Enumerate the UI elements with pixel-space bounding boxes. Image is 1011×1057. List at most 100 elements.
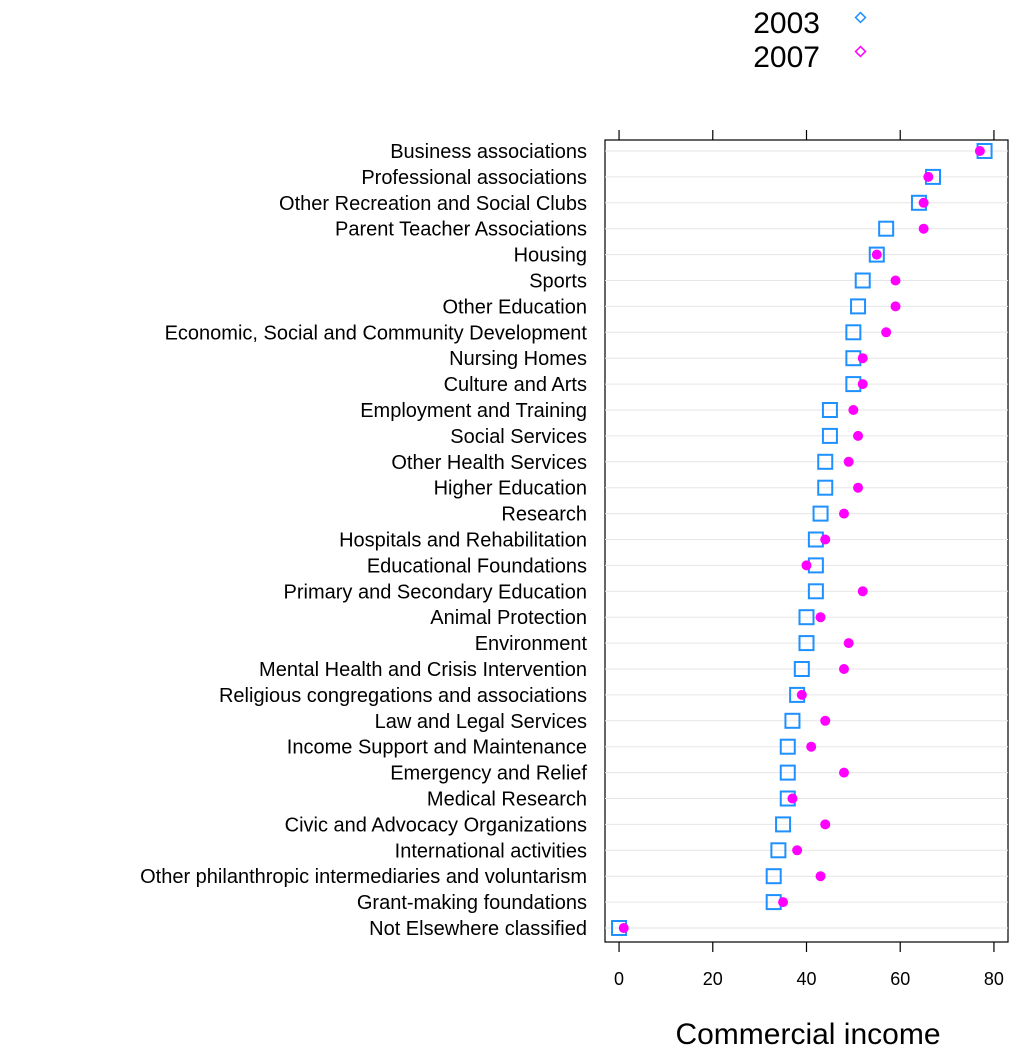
point-2007 <box>820 715 831 726</box>
point-2003 <box>779 764 796 781</box>
point-2007 <box>801 560 812 571</box>
bottom-axis-ticks <box>618 942 995 952</box>
category-label: Income Support and Maintenance <box>287 737 587 759</box>
point-2007 <box>820 819 831 830</box>
category-label: Law and Legal Services <box>375 711 587 733</box>
point-2003 <box>850 298 867 315</box>
point-2007 <box>918 197 929 208</box>
point-2007 <box>848 405 859 415</box>
point-2007 <box>857 586 868 597</box>
point-2007 <box>838 664 849 674</box>
point-2003 <box>807 583 824 600</box>
point-2003 <box>784 712 801 729</box>
category-label: Civic and Advocacy Organizations <box>285 814 587 836</box>
category-label: Medical Research <box>427 789 587 811</box>
point-2003 <box>817 453 834 470</box>
point-2007 <box>974 146 985 156</box>
legend-label-2007: 2007 <box>753 41 820 74</box>
point-2003 <box>868 246 885 263</box>
category-label: Housing <box>514 245 587 267</box>
top-axis-ticks <box>618 130 995 140</box>
category-label: Not Elsewhere classified <box>369 918 587 940</box>
point-2007 <box>857 353 868 364</box>
point-2007 <box>618 923 629 933</box>
point-2007 <box>838 508 849 519</box>
point-2007 <box>853 482 864 493</box>
point-2007 <box>923 171 934 182</box>
point-2003 <box>765 868 782 885</box>
x-tick-labels: 0 20 40 60 80 <box>614 969 1004 989</box>
point-2007 <box>806 741 817 752</box>
x-tick-label: 40 <box>796 969 816 989</box>
point-2003 <box>854 272 871 289</box>
category-label: Other Education <box>442 296 587 318</box>
point-2007 <box>890 275 901 286</box>
category-label: Social Services <box>450 426 587 448</box>
category-label: Other philanthropic intermediaries and v… <box>140 866 587 888</box>
legend-marker-2007 <box>854 45 867 58</box>
category-label: Business associations <box>390 141 587 163</box>
point-2003 <box>821 402 838 418</box>
category-label: International activities <box>395 840 587 862</box>
category-label: Parent Teacher Associations <box>335 219 587 241</box>
point-2003 <box>798 635 815 652</box>
point-2007 <box>778 897 789 908</box>
category-label: Nursing Homes <box>449 348 587 370</box>
category-label: Economic, Social and Community Developme… <box>165 322 588 344</box>
point-2007 <box>843 456 854 467</box>
category-label: Other Recreation and Social Clubs <box>279 193 587 215</box>
category-label: Educational Foundations <box>367 555 587 577</box>
x-tick-label: 0 <box>614 969 624 989</box>
plot-panel <box>604 139 1009 943</box>
category-label: Emergency and Relief <box>390 763 587 785</box>
legend-label-2003: 2003 <box>753 7 820 40</box>
point-2003 <box>798 609 815 626</box>
legend-marker-2003 <box>854 11 867 24</box>
category-label: Research <box>501 504 587 526</box>
point-2003 <box>845 324 862 341</box>
point-2003 <box>821 427 838 444</box>
point-2007 <box>881 327 892 338</box>
x-axis-title: Commercial income <box>675 1018 940 1051</box>
category-label: Primary and Secondary Education <box>284 581 588 603</box>
point-2007 <box>853 430 864 441</box>
point-2007 <box>815 612 826 623</box>
x-tick-label: 20 <box>703 969 723 989</box>
series-2003 <box>611 143 993 936</box>
point-2007 <box>857 379 868 390</box>
point-2003 <box>878 220 895 237</box>
point-2007 <box>815 871 826 882</box>
point-2007 <box>890 301 901 312</box>
point-2003 <box>793 661 810 677</box>
point-2003 <box>775 816 792 833</box>
category-label: Culture and Arts <box>444 374 587 396</box>
point-2003 <box>812 505 829 522</box>
category-labels: Business associations Professional associ… <box>140 141 587 940</box>
category-label: Employment and Training <box>360 400 587 422</box>
category-label: Other Health Services <box>391 452 587 474</box>
category-label: Environment <box>475 633 588 655</box>
point-2003 <box>817 479 834 496</box>
point-2007 <box>843 638 854 649</box>
x-tick-label: 60 <box>890 969 910 989</box>
category-label: Animal Protection <box>430 607 587 629</box>
category-label: Religious congregations and associations <box>219 685 587 707</box>
category-label: Professional associations <box>361 167 587 189</box>
point-2007 <box>820 534 831 545</box>
category-label: Hospitals and Rehabilitation <box>339 530 587 552</box>
point-2007 <box>918 223 929 234</box>
point-2007 <box>871 249 882 260</box>
category-label: Mental Health and Crisis Intervention <box>259 659 587 681</box>
point-2007 <box>838 767 849 778</box>
grid-lines <box>605 150 1008 929</box>
category-label: Sports <box>529 271 587 293</box>
x-tick-label: 80 <box>984 969 1004 989</box>
point-2003 <box>770 842 787 859</box>
category-label: Higher Education <box>434 478 587 500</box>
series-2007 <box>618 146 985 933</box>
point-2003 <box>779 738 796 755</box>
legend: 2003 2007 <box>753 7 867 74</box>
category-label: Grant-making foundations <box>357 892 587 914</box>
point-2007 <box>792 845 803 856</box>
